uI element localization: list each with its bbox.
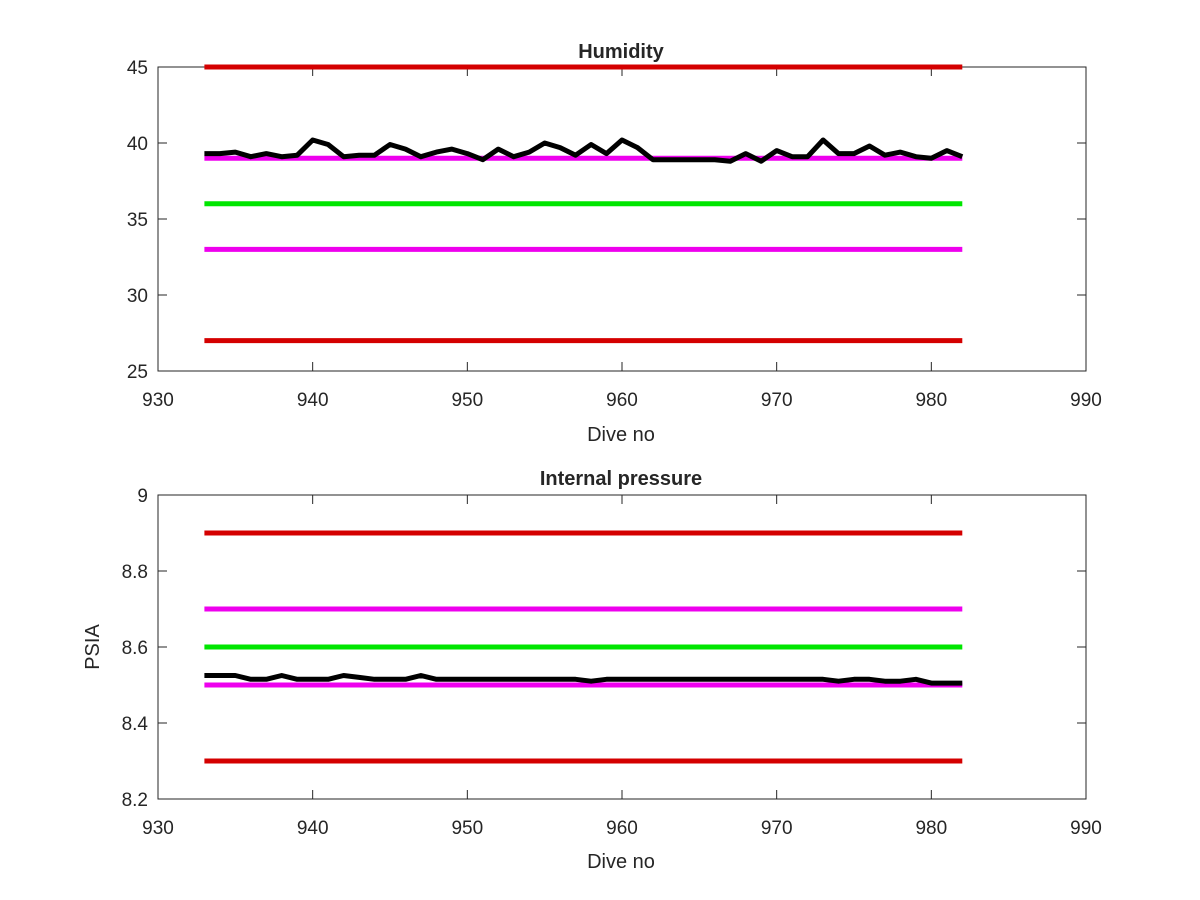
figure: 930 940 950 960 970 980 990 25 30 35 40 45 Humidity… bbox=[0, 0, 1200, 900]
pressure-y-tick-label: 8.4 bbox=[122, 714, 149, 735]
humidity-y-tick-label: 35 bbox=[127, 210, 148, 231]
pressure-x-tick-label: 980 bbox=[915, 818, 947, 839]
humidity-title: Humidity bbox=[578, 41, 664, 63]
humidity-x-tick-label: 940 bbox=[297, 390, 329, 411]
pressure-x-tick-label: 960 bbox=[606, 818, 638, 839]
humidity-y-tick-label: 45 bbox=[127, 58, 148, 79]
humidity-x-tick-label: 930 bbox=[142, 390, 174, 411]
internal-pressure-panel: 930 940 950 960 970 980 990 8.2 8.4 8.6 8.8 9 Inter… bbox=[82, 468, 1102, 873]
humidity-x-tick-label: 980 bbox=[915, 390, 947, 411]
humidity-y-tick-label: 25 bbox=[127, 362, 148, 383]
pressure-x-tick-label: 930 bbox=[142, 818, 174, 839]
humidity-x-tick-label: 960 bbox=[606, 390, 638, 411]
humidity-panel: 930 940 950 960 970 980 990 25 30 35 40 45 Humidity… bbox=[127, 41, 1102, 446]
humidity-x-axis-label: Dive no bbox=[587, 424, 655, 446]
humidity-x-tick-label: 950 bbox=[451, 390, 483, 411]
pressure-x-axis-label: Dive no bbox=[587, 851, 655, 873]
pressure-y-tick-label: 8.6 bbox=[122, 638, 148, 659]
pressure-x-tick-label: 990 bbox=[1070, 818, 1102, 839]
pressure-y-tick-label: 9 bbox=[137, 486, 148, 507]
pressure-y-axis-label: PSIA bbox=[82, 624, 104, 670]
pressure-x-tick-label: 950 bbox=[451, 818, 483, 839]
humidity-x-tick-label: 970 bbox=[761, 390, 793, 411]
pressure-title: Internal pressure bbox=[540, 468, 702, 490]
humidity-axes-box bbox=[158, 67, 1086, 371]
humidity-x-tick-label: 990 bbox=[1070, 390, 1102, 411]
pressure-y-tick-label: 8.8 bbox=[122, 562, 148, 583]
pressure-x-tick-label: 940 bbox=[297, 818, 329, 839]
humidity-y-tick-label: 40 bbox=[127, 134, 148, 155]
pressure-x-tick-label: 970 bbox=[761, 818, 793, 839]
pressure-y-tick-label: 8.2 bbox=[122, 790, 148, 811]
humidity-y-tick-label: 30 bbox=[127, 286, 148, 307]
